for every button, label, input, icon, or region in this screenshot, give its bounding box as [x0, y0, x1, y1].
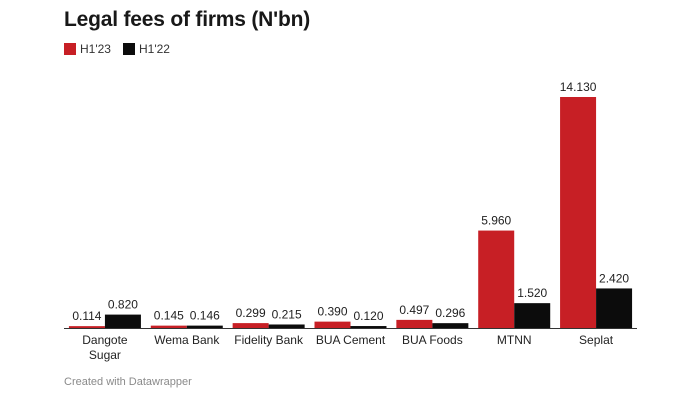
legend-label-h1-22: H1'22	[138, 42, 170, 56]
x-tick-label-bua-cement: BUA Cement	[316, 333, 386, 347]
legend: H1'23 H1'22	[64, 42, 182, 56]
footer-credit: Created with Datawrapper	[64, 376, 192, 388]
data-label-wema-bank-h1-23: 0.145	[154, 309, 184, 323]
legend-item-h1-22: H1'22	[122, 42, 170, 56]
bar-wema-bank-h1-22	[186, 325, 223, 328]
legend-label-h1-23: H1'23	[80, 42, 111, 56]
data-label-wema-bank-h1-22: 0.146	[190, 309, 220, 323]
data-label-dangote-sugar-h1-23: 0.114	[72, 309, 101, 323]
bar-dangote-sugar-h1-23	[68, 326, 105, 328]
legend-swatch-h1-22	[122, 43, 135, 55]
bar-mtnn-h1-23	[478, 230, 515, 328]
bar-fidelity-bank-h1-23	[232, 323, 269, 328]
data-label-fidelity-bank-h1-23: 0.299	[236, 306, 266, 320]
bar-bua-foods-h1-23	[396, 319, 433, 328]
data-label-bua-cement-h1-23: 0.390	[317, 305, 347, 319]
bar-mtnn-h1-22	[514, 303, 551, 328]
bar-fidelity-bank-h1-22	[268, 324, 305, 328]
x-tick-label-mtnn: MTNN	[497, 333, 532, 347]
data-label-fidelity-bank-h1-22: 0.215	[272, 307, 302, 321]
bar-seplat-h1-22	[596, 288, 633, 328]
legend-swatch-h1-23	[64, 43, 76, 55]
bar-bua-cement-h1-22	[350, 326, 387, 328]
x-tick-label-bua-foods: BUA Foods	[402, 333, 463, 347]
legend-item-h1-23: H1'23	[64, 42, 111, 56]
data-label-bua-cement-h1-22: 0.120	[353, 309, 383, 323]
x-tick-label-wema-bank: Wema Bank	[154, 333, 220, 347]
x-tick-label-fidelity-bank: Fidelity Bank	[234, 333, 304, 347]
data-label-dangote-sugar-h1-22: 0.820	[108, 298, 138, 312]
bar-dangote-sugar-h1-22	[104, 314, 141, 328]
data-label-mtnn-h1-23: 5.960	[481, 214, 511, 228]
data-label-seplat-h1-22: 2.420	[599, 271, 629, 285]
data-label-bua-foods-h1-22: 0.296	[435, 306, 465, 320]
chart-title: Legal fees of firms (N'bn)	[64, 8, 310, 31]
x-tick-label-seplat: Seplat	[579, 333, 614, 347]
x-tick-label-dangote-sugar: Dangote Sugar	[82, 333, 128, 362]
bar-bua-cement-h1-23	[314, 321, 351, 328]
bar-wema-bank-h1-23	[150, 325, 187, 328]
data-label-mtnn-h1-22: 1.520	[517, 286, 547, 300]
bar-seplat-h1-23	[560, 97, 597, 328]
data-label-seplat-h1-23: 14.130	[560, 80, 597, 94]
data-label-bua-foods-h1-23: 0.497	[399, 303, 429, 317]
bar-bua-foods-h1-22	[432, 323, 469, 328]
